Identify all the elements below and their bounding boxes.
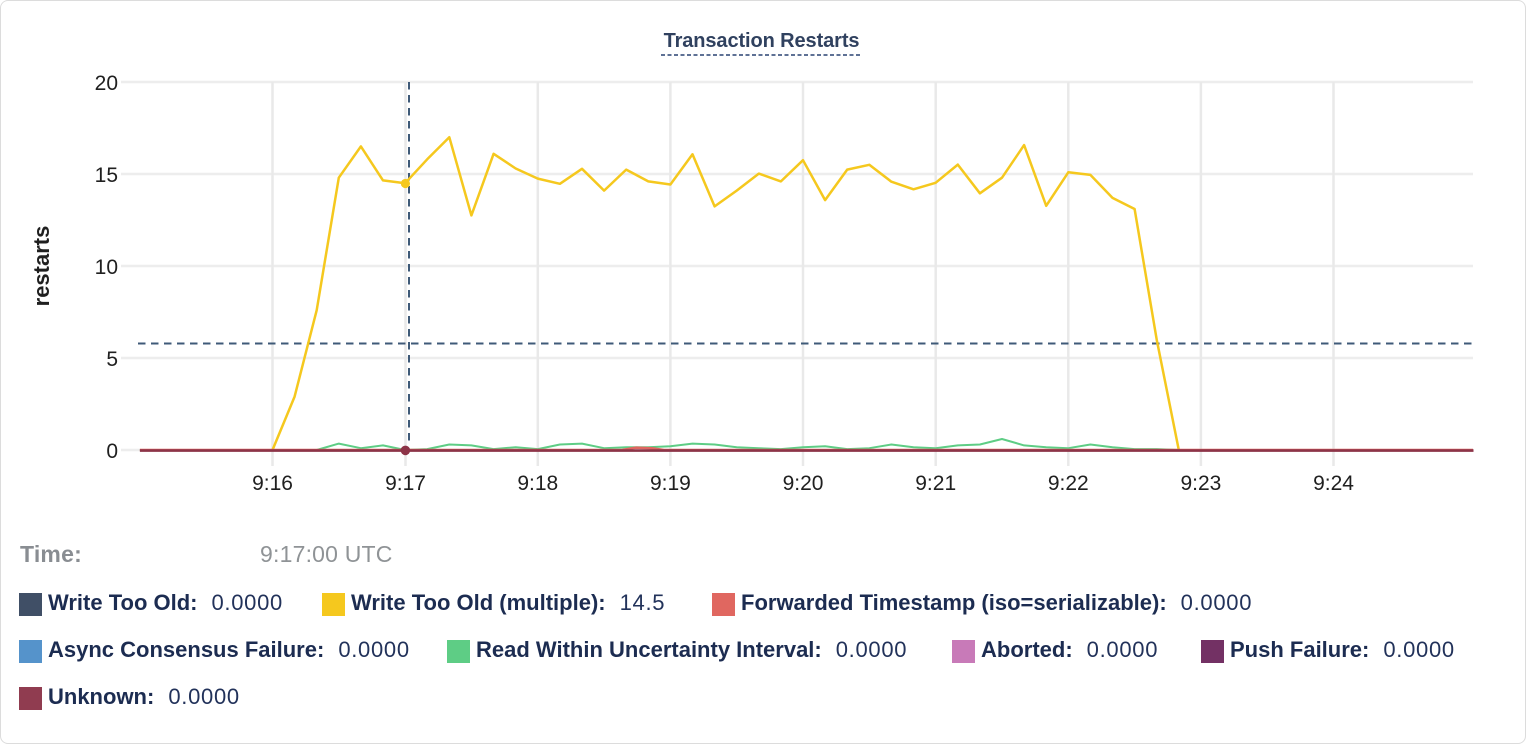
- svg-text:9:17: 9:17: [385, 472, 426, 495]
- svg-text:9:16: 9:16: [252, 472, 293, 495]
- svg-text:9:18: 9:18: [517, 472, 558, 495]
- svg-text:restarts: restarts: [29, 226, 54, 307]
- svg-text:5: 5: [106, 348, 118, 371]
- svg-text:9:23: 9:23: [1180, 472, 1221, 495]
- svg-text:0: 0: [106, 440, 118, 463]
- svg-text:20: 20: [95, 72, 118, 95]
- svg-text:9:19: 9:19: [650, 472, 691, 495]
- svg-text:15: 15: [95, 164, 118, 187]
- svg-text:9:24: 9:24: [1313, 472, 1354, 495]
- svg-text:9:22: 9:22: [1048, 472, 1089, 495]
- svg-text:9:21: 9:21: [915, 472, 956, 495]
- svg-text:10: 10: [95, 256, 118, 279]
- svg-text:9:20: 9:20: [783, 472, 824, 495]
